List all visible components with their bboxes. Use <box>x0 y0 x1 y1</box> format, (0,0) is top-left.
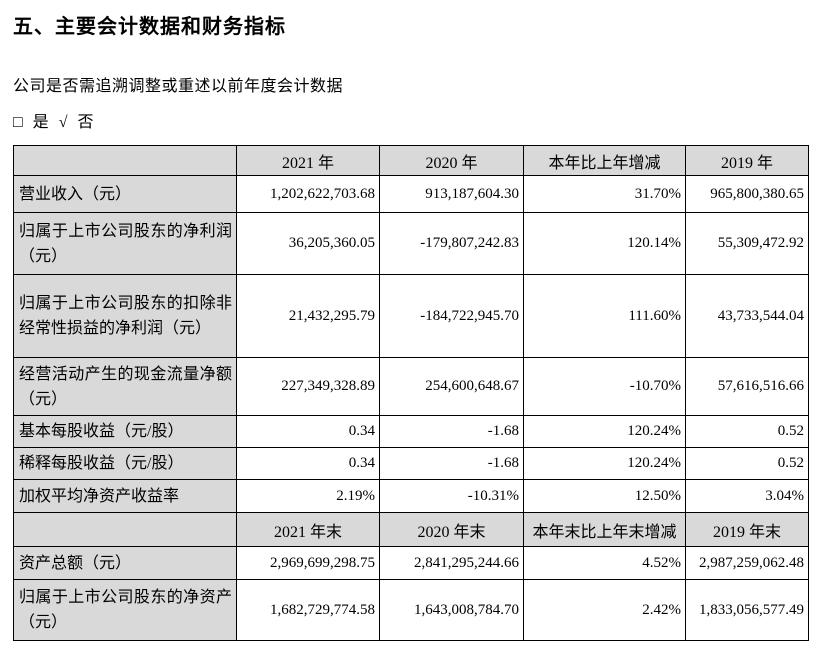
value-2021: 227,349,328.89 <box>236 357 380 416</box>
header-2019: 2019 年 <box>685 145 809 176</box>
table-row-weighted-avg-roe: 加权平均净资产收益率 2.19% -10.31% 12.50% 3.04% <box>13 479 809 513</box>
value-2019: 55,309,472.92 <box>685 212 809 275</box>
value-2021: 2.19% <box>236 479 380 513</box>
header-2021-yearend: 2021 年末 <box>236 512 380 547</box>
value-2019: 0.52 <box>685 415 809 448</box>
value-yoy: 2.42% <box>523 579 686 641</box>
value-2020: -184,722,945.70 <box>379 274 524 358</box>
value-2020: 1,643,008,784.70 <box>379 579 524 641</box>
row-label: 归属于上市公司股东的净资产（元） <box>13 579 237 641</box>
going-concern-footnote: 公司最近三个会计年度扣除非经常性损益前后净利润孰低者均为负值，且最近一年审计报告… <box>13 650 808 654</box>
header-blank-cell <box>13 145 237 176</box>
yearend-header-row: 2021 年末 2020 年末 本年末比上年末增减 2019 年末 <box>13 512 809 547</box>
table-row-operating-cash-flow: 经营活动产生的现金流量净额（元） 227,349,328.89 254,600,… <box>13 357 809 416</box>
table-row-net-assets: 归属于上市公司股东的净资产（元） 1,682,729,774.58 1,643,… <box>13 579 809 641</box>
yes-checkbox-icon[interactable]: □ <box>13 114 23 131</box>
value-2021: 2,969,699,298.75 <box>236 546 380 580</box>
row-label: 基本每股收益（元/股） <box>13 415 237 448</box>
value-yoy: 31.70% <box>523 175 686 213</box>
value-2021: 21,432,295.79 <box>236 274 380 358</box>
table-row-total-assets: 资产总额（元） 2,969,699,298.75 2,841,295,244.6… <box>13 546 809 580</box>
value-2020: -1.68 <box>379 415 524 448</box>
value-2019: 0.52 <box>685 447 809 480</box>
value-2021: 0.34 <box>236 415 380 448</box>
row-label: 归属于上市公司股东的净利润（元） <box>13 212 237 275</box>
table-row-basic-eps: 基本每股收益（元/股） 0.34 -1.68 120.24% 0.52 <box>13 415 809 448</box>
value-2019: 43,733,544.04 <box>685 274 809 358</box>
value-2021: 1,682,729,774.58 <box>236 579 380 641</box>
value-2019: 965,800,380.65 <box>685 175 809 213</box>
row-label: 经营活动产生的现金流量净额（元） <box>13 357 237 416</box>
value-2019: 2,987,259,062.48 <box>685 546 809 580</box>
row-label: 加权平均净资产收益率 <box>13 479 237 513</box>
value-yoy: 4.52% <box>523 546 686 580</box>
table-row-net-profit-excl-nonrecurring: 归属于上市公司股东的扣除非经常性损益的净利润（元） 21,432,295.79 … <box>13 274 809 358</box>
value-2020: -179,807,242.83 <box>379 212 524 275</box>
header-yoy-change: 本年比上年增减 <box>523 145 686 176</box>
restate-question: 公司是否需追溯调整或重述以前年度会计数据 <box>13 78 344 95</box>
value-yoy: 111.60% <box>523 274 686 358</box>
value-2021: 1,202,622,703.68 <box>236 175 380 213</box>
value-2020: -10.31% <box>379 479 524 513</box>
value-2019: 57,616,516.66 <box>685 357 809 416</box>
row-label: 稀释每股收益（元/股） <box>13 447 237 480</box>
table-row-diluted-eps: 稀释每股收益（元/股） 0.34 -1.68 120.24% 0.52 <box>13 447 809 480</box>
header-blank-cell <box>13 512 237 547</box>
value-yoy: 120.14% <box>523 212 686 275</box>
table-row-net-profit: 归属于上市公司股东的净利润（元） 36,205,360.05 -179,807,… <box>13 212 809 275</box>
value-2020: 254,600,648.67 <box>379 357 524 416</box>
header-2021: 2021 年 <box>236 145 380 176</box>
value-2020: -1.68 <box>379 447 524 480</box>
value-yoy: -10.70% <box>523 357 686 416</box>
no-check-icon[interactable]: √ <box>58 114 68 131</box>
header-2020: 2020 年 <box>379 145 524 176</box>
restate-options: □ 是 √ 否 <box>13 108 805 132</box>
row-label: 资产总额（元） <box>13 546 237 580</box>
value-2020: 913,187,604.30 <box>379 175 524 213</box>
value-2019: 1,833,056,577.49 <box>685 579 809 641</box>
value-2019: 3.04% <box>685 479 809 513</box>
row-label: 归属于上市公司股东的扣除非经常性损益的净利润（元） <box>13 274 237 358</box>
annual-header-row: 2021 年 2020 年 本年比上年增减 2019 年 <box>13 145 809 176</box>
header-yearend-change: 本年末比上年末增减 <box>523 512 686 547</box>
value-yoy: 120.24% <box>523 447 686 480</box>
value-yoy: 120.24% <box>523 415 686 448</box>
table-row-revenue: 营业收入（元） 1,202,622,703.68 913,187,604.30 … <box>13 175 809 213</box>
value-yoy: 12.50% <box>523 479 686 513</box>
key-financial-data-table: 2021 年 2020 年 本年比上年增减 2019 年 营业收入（元） 1,2… <box>13 145 809 641</box>
value-2020: 2,841,295,244.66 <box>379 546 524 580</box>
value-2021: 0.34 <box>236 447 380 480</box>
no-label: 否 <box>77 114 94 131</box>
header-2019-yearend: 2019 年末 <box>685 512 809 547</box>
row-label: 营业收入（元） <box>13 175 237 213</box>
header-2020-yearend: 2020 年末 <box>379 512 524 547</box>
value-2021: 36,205,360.05 <box>236 212 380 275</box>
section-title: 五、主要会计数据和财务指标 <box>13 16 286 38</box>
yes-label: 是 <box>32 114 49 131</box>
